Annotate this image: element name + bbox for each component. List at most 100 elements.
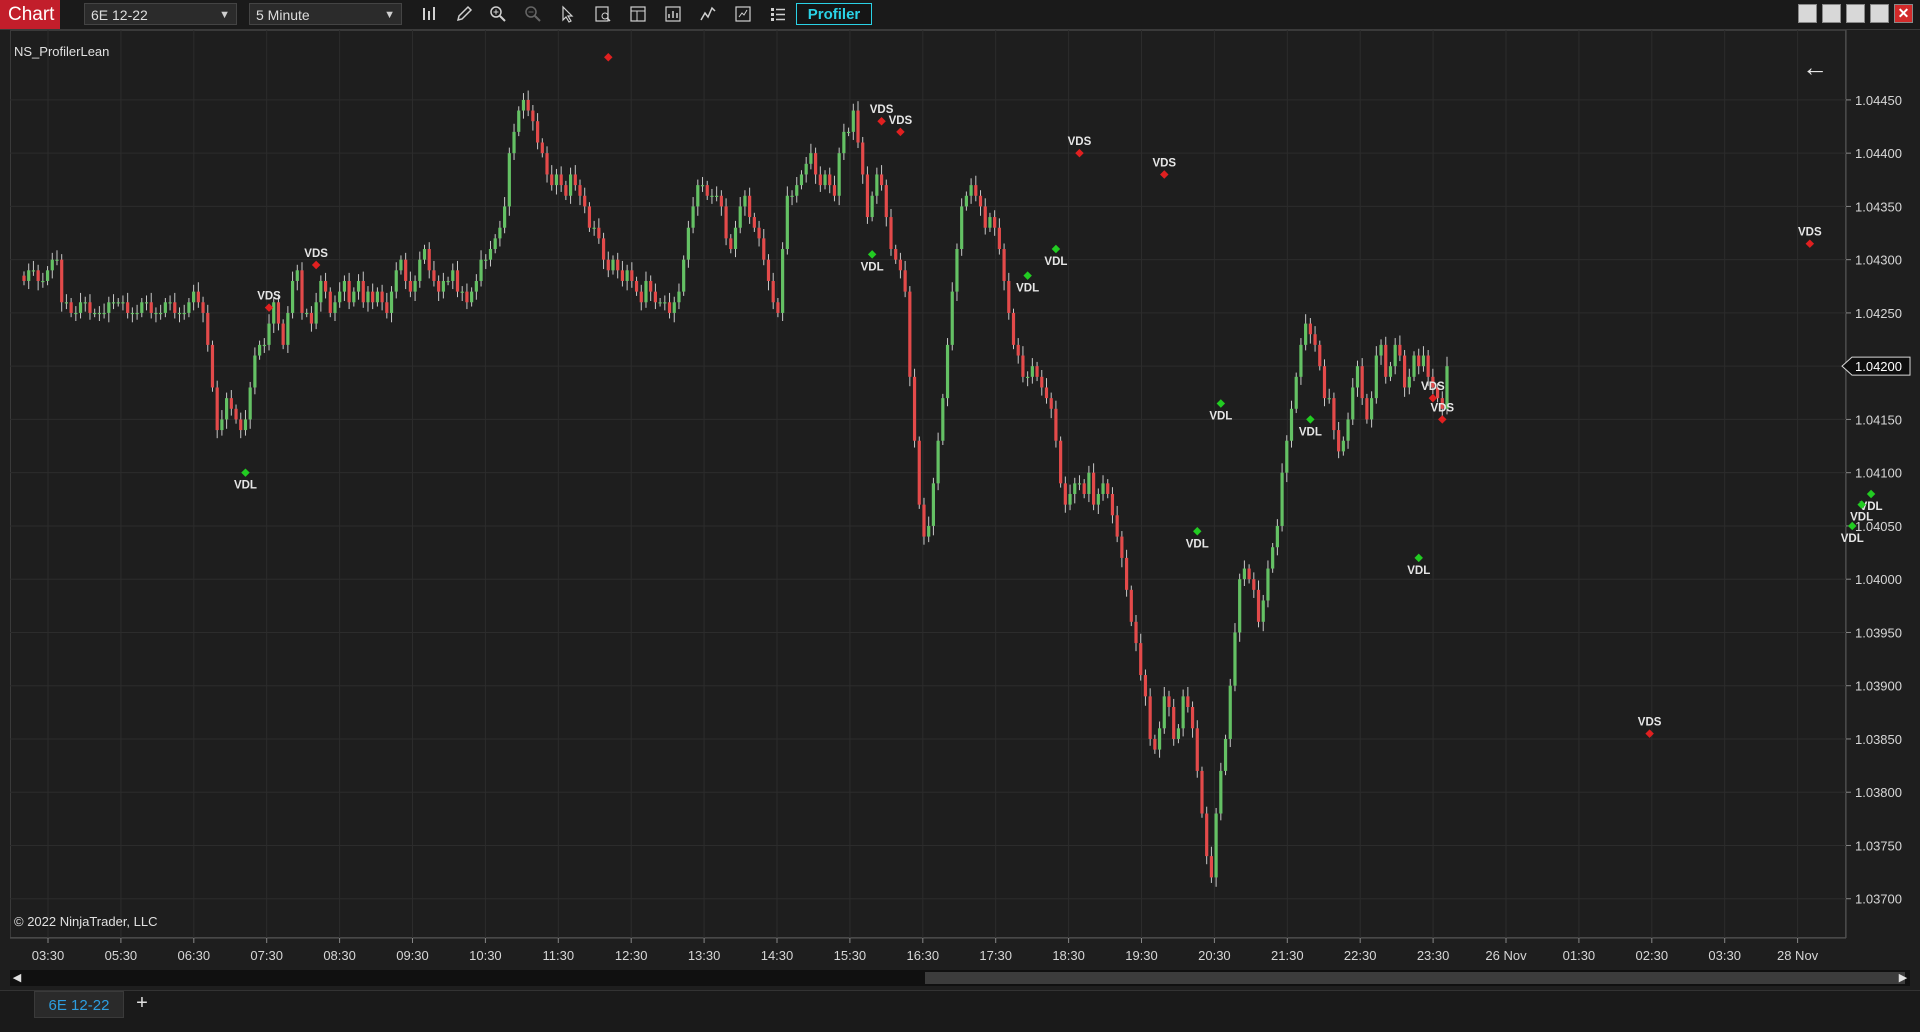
candle-down <box>149 302 153 313</box>
candle-up <box>658 302 662 304</box>
candle-down <box>300 270 304 313</box>
candle-down <box>814 153 818 175</box>
price-tick-label: 1.03900 <box>1855 679 1902 694</box>
chart-toolbar: Chart 6E 12-22 ▼ 5 Minute ▼ Profiler <box>0 0 1920 30</box>
time-tick-label: 20:30 <box>1198 948 1231 963</box>
candle-down <box>583 195 587 207</box>
candle-down <box>1082 483 1086 494</box>
scroll-left-icon[interactable]: ◀ <box>12 972 22 984</box>
time-tick-label: 02:30 <box>1636 948 1669 963</box>
zoom-in-icon[interactable] <box>486 3 510 25</box>
add-tab-button[interactable]: + <box>136 992 148 1014</box>
candle-down <box>1011 312 1016 345</box>
candle-down <box>437 280 441 292</box>
vds-signal-marker <box>311 260 321 270</box>
candle-down <box>206 312 210 345</box>
candle-up <box>305 312 309 315</box>
candle-up <box>290 280 295 313</box>
pointer-icon[interactable] <box>556 3 580 25</box>
price-tick-label: 1.04300 <box>1855 253 1902 268</box>
scroll-right-icon[interactable]: ▶ <box>1898 972 1908 984</box>
candle-up <box>107 302 111 313</box>
candle-down <box>550 174 554 186</box>
tab-6e-12-22[interactable]: 6E 12-22 <box>34 991 124 1018</box>
vdl-signal-label: VDL <box>1841 533 1864 545</box>
candle-up <box>1266 568 1270 601</box>
time-tick-label: 18:30 <box>1052 948 1085 963</box>
candle-down <box>832 185 837 196</box>
candle-up <box>1087 472 1091 494</box>
candle-up <box>1157 728 1162 750</box>
candle-up <box>1261 600 1265 622</box>
candle-up <box>799 174 804 186</box>
close-button[interactable]: ✕ <box>1894 4 1913 23</box>
candle-down <box>455 270 460 292</box>
candle-down <box>766 259 771 281</box>
time-tick-label: 07:30 <box>250 948 283 963</box>
candle-down <box>1337 430 1341 452</box>
vdl-signal-marker <box>1216 399 1226 408</box>
pencil-icon[interactable] <box>452 3 476 25</box>
candle-up <box>422 249 427 260</box>
chart-window-title[interactable]: Chart <box>0 0 60 29</box>
candle-down <box>993 217 997 228</box>
candle-up <box>941 398 945 441</box>
candle-up <box>413 280 417 292</box>
strategy-icon[interactable] <box>661 3 685 25</box>
back-arrow-icon[interactable]: ← <box>1802 52 1828 82</box>
indicator-icon[interactable] <box>696 3 720 25</box>
candle-down <box>1200 770 1204 814</box>
candle-down <box>69 302 73 313</box>
candle-up <box>394 270 398 292</box>
list-icon[interactable] <box>766 3 790 25</box>
candle-up <box>1271 547 1275 569</box>
candle-down <box>974 185 978 196</box>
candle-down <box>540 142 544 154</box>
instrument-selector[interactable]: 6E 12-22 ▼ <box>84 3 237 25</box>
candle-down <box>1002 249 1006 281</box>
candle-down <box>894 249 898 260</box>
candle-up <box>74 312 78 315</box>
candle-up <box>253 355 257 388</box>
tile-window-button[interactable] <box>1798 4 1817 23</box>
time-tick-label: 08:30 <box>323 948 356 963</box>
properties-icon[interactable] <box>731 3 755 25</box>
vdl-signal-label: VDL <box>861 261 884 273</box>
data-box-icon[interactable] <box>591 3 615 25</box>
time-tick-label: 03:30 <box>32 948 65 963</box>
candle-down <box>601 238 606 260</box>
price-tick-label: 1.04400 <box>1855 146 1902 161</box>
candle-down <box>818 174 822 186</box>
candle-down <box>1049 398 1053 409</box>
horizontal-scrollbar[interactable]: ◀ ▶ <box>10 970 1910 986</box>
candle-down <box>856 110 860 143</box>
candle-up <box>931 483 936 526</box>
candle-down <box>1308 323 1312 335</box>
tile-window-button-2[interactable] <box>1822 4 1841 23</box>
candle-up <box>842 131 846 154</box>
candle-down <box>616 259 620 271</box>
candle-down <box>196 291 200 303</box>
candle-down <box>597 227 601 239</box>
profiler-button[interactable]: Profiler <box>796 3 872 25</box>
time-tick-label: 12:30 <box>615 948 648 963</box>
candle-up <box>682 259 686 292</box>
restore-button[interactable] <box>1870 4 1889 23</box>
interval-value: 5 Minute <box>256 7 310 23</box>
candle-down <box>22 275 26 281</box>
candle-up <box>446 280 450 283</box>
candle-up <box>399 259 403 271</box>
template-icon[interactable] <box>626 3 650 25</box>
candle-down <box>404 259 408 281</box>
minimize-button[interactable] <box>1846 4 1865 23</box>
scroll-thumb[interactable] <box>925 972 1905 984</box>
vds-signal-label: VDS <box>1798 227 1822 239</box>
price-tick-label: 1.04150 <box>1855 412 1902 427</box>
zoom-out-icon[interactable] <box>521 3 545 25</box>
candle-down <box>1195 728 1199 771</box>
candle-down <box>983 206 987 228</box>
interval-selector[interactable]: 5 Minute ▼ <box>249 3 402 25</box>
bar-chart-icon[interactable] <box>418 3 442 25</box>
candle-up <box>144 302 149 304</box>
